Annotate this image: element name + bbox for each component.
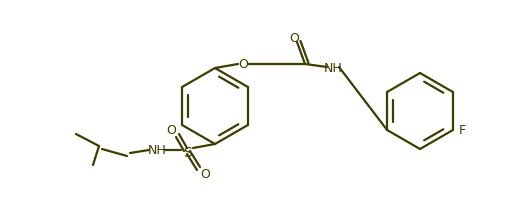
Text: O: O — [289, 32, 299, 45]
Text: O: O — [200, 168, 210, 181]
Text: F: F — [458, 124, 466, 137]
Text: NH: NH — [148, 144, 166, 157]
Text: O: O — [166, 124, 176, 137]
Text: O: O — [238, 58, 248, 71]
Text: NH: NH — [324, 61, 342, 74]
Text: S: S — [183, 145, 191, 159]
